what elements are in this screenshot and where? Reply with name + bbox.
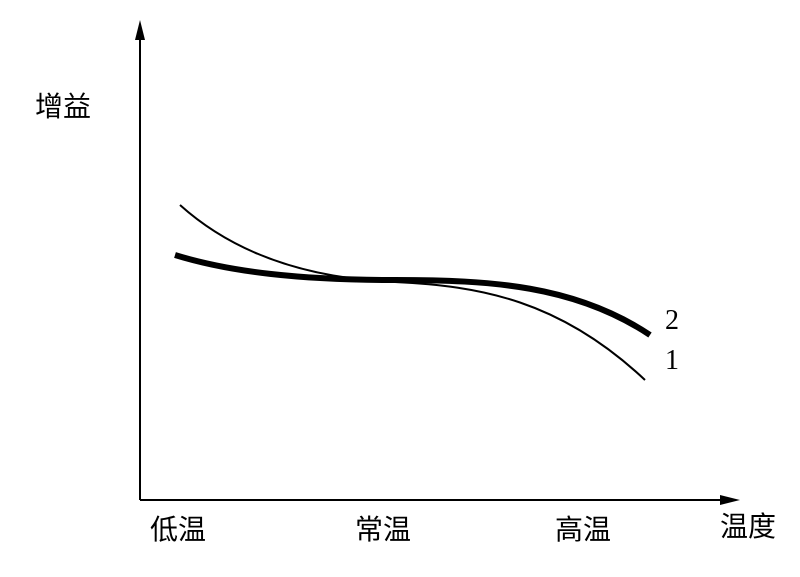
series-2-curve bbox=[175, 255, 650, 335]
chart-svg bbox=[0, 0, 800, 577]
y-axis-label: 增益 bbox=[35, 85, 91, 125]
x-tick-high: 高温 bbox=[555, 508, 611, 548]
x-tick-normal: 常温 bbox=[355, 508, 411, 548]
x-axis-label: 温度 bbox=[720, 505, 776, 545]
series-1-label: 1 bbox=[665, 345, 679, 377]
y-axis-arrow bbox=[135, 20, 145, 40]
series-1-curve bbox=[180, 205, 645, 380]
series-2-label: 2 bbox=[665, 305, 679, 337]
x-tick-low: 低温 bbox=[150, 508, 206, 548]
x-axis-arrow bbox=[720, 495, 740, 505]
chart-container: 增益 温度 低温 常温 高温 2 1 bbox=[0, 0, 800, 577]
